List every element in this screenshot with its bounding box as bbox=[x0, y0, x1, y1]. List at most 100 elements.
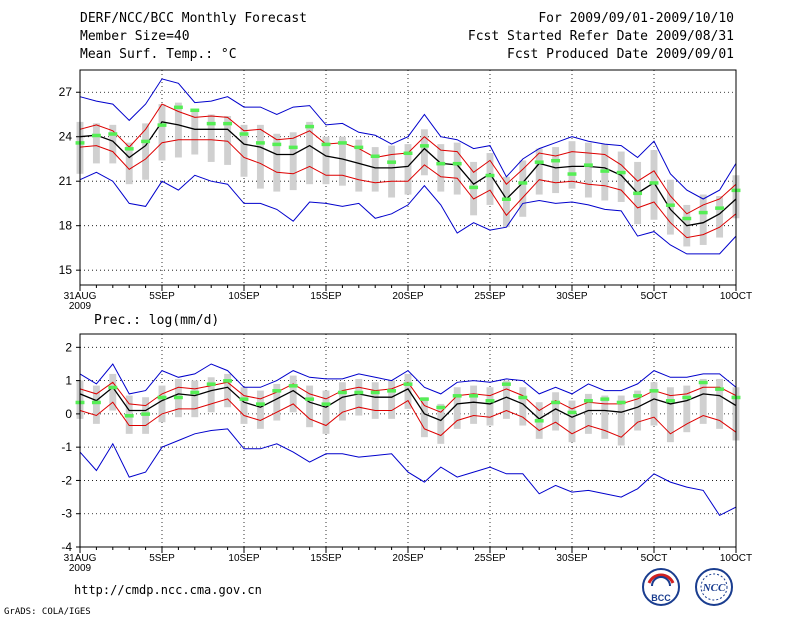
y-tick-label: 0 bbox=[65, 407, 72, 421]
median-mark bbox=[288, 145, 298, 150]
ensemble-box bbox=[109, 124, 117, 164]
ensemble-box bbox=[666, 179, 674, 235]
header-period: For 2009/09/01-2009/10/10 bbox=[538, 11, 734, 26]
median-mark bbox=[452, 161, 462, 166]
spread-lower-line bbox=[79, 398, 737, 438]
median-mark bbox=[551, 158, 561, 163]
x-tick-label: 5OCT bbox=[641, 291, 668, 302]
ensemble-box bbox=[224, 115, 232, 165]
ensemble-box bbox=[289, 132, 297, 191]
footer-url[interactable]: http://cmdp.ncc.cma.gov.cn bbox=[74, 583, 262, 597]
median-mark bbox=[698, 210, 708, 215]
median-mark bbox=[173, 105, 183, 110]
y-tick-label: -2 bbox=[61, 473, 72, 487]
ensemble-box bbox=[338, 382, 346, 421]
ensemble-box bbox=[584, 142, 592, 198]
x-tick-label: 10SEP bbox=[228, 291, 259, 302]
median-mark bbox=[239, 397, 249, 401]
x-tick-label: 30SEP bbox=[556, 291, 587, 302]
ncc-logo-text: NCC bbox=[702, 582, 726, 594]
ensemble-box bbox=[371, 382, 379, 419]
x-tick-label: 20SEP bbox=[392, 291, 423, 302]
y-tick-label: 2 bbox=[65, 340, 72, 354]
y-tick-label: 15 bbox=[59, 263, 73, 277]
median-mark bbox=[665, 203, 675, 207]
ensemble-box bbox=[584, 393, 592, 434]
header-produced: Fcst Produced Date 2009/09/01 bbox=[507, 47, 734, 62]
x-tick-label: 15SEP bbox=[310, 553, 341, 564]
x-tick-label: 10OCT bbox=[720, 553, 752, 564]
ensemble-box bbox=[683, 385, 691, 433]
median-mark bbox=[206, 121, 216, 126]
ensemble-box bbox=[420, 397, 428, 438]
median-mark bbox=[485, 399, 495, 403]
spread-upper-line bbox=[79, 381, 737, 413]
median-mark bbox=[354, 145, 364, 150]
x-tick-label: 30SEP bbox=[556, 553, 587, 564]
x-tick-label: 31AUG bbox=[64, 553, 97, 564]
ensemble-box bbox=[502, 380, 510, 419]
median-mark bbox=[124, 147, 134, 151]
x-tick-label: 5SEP bbox=[149, 553, 175, 564]
ensemble-box bbox=[355, 378, 363, 416]
footer-credit: GrADS: COLA/IGES bbox=[4, 607, 91, 617]
median-mark bbox=[698, 380, 708, 385]
median-mark bbox=[190, 108, 200, 113]
median-mark bbox=[534, 419, 544, 423]
ensemble-box bbox=[92, 385, 100, 424]
median-mark bbox=[501, 197, 511, 201]
median-mark bbox=[715, 206, 725, 210]
ensemble-box bbox=[371, 147, 379, 192]
precipitation-panel: -4 -3 -2 -1 0 1 2 31AUG 5SEP 10SEP 15SEP 20SEP 25SEP… bbox=[61, 313, 752, 574]
x-tick-label: 25SEP bbox=[474, 553, 505, 564]
y-tick-label: 18 bbox=[59, 219, 73, 233]
median-mark bbox=[157, 123, 167, 127]
ncc-logo: NCC bbox=[695, 568, 733, 606]
ensemble-box bbox=[404, 144, 412, 195]
median-mark bbox=[305, 397, 315, 401]
ensemble-box bbox=[125, 142, 133, 185]
ensemble-box bbox=[273, 383, 281, 421]
ensemble-box bbox=[699, 194, 707, 245]
median-mark bbox=[567, 172, 577, 176]
ensemble-box bbox=[437, 403, 445, 444]
median-mark bbox=[436, 405, 446, 410]
ensemble-box bbox=[306, 121, 314, 185]
median-mark bbox=[223, 379, 233, 383]
median-mark bbox=[190, 390, 200, 395]
ensemble-box bbox=[174, 102, 182, 158]
median-mark bbox=[469, 185, 479, 190]
header-title: DERF/NCC/BCC Monthly Forecast bbox=[80, 11, 307, 26]
median-mark bbox=[534, 160, 544, 164]
ensemble-box bbox=[666, 387, 674, 443]
median-mark bbox=[91, 400, 101, 405]
ensemble-box bbox=[158, 104, 166, 161]
median-mark bbox=[682, 395, 692, 400]
median-mark bbox=[649, 181, 659, 185]
median-mark bbox=[665, 399, 675, 403]
ensemble-box bbox=[224, 373, 232, 408]
ensemble-box bbox=[716, 378, 724, 429]
spread-lower-line bbox=[79, 139, 737, 239]
median-mark bbox=[305, 124, 315, 129]
median-mark bbox=[403, 151, 413, 156]
ensemble-box bbox=[486, 387, 494, 426]
median-mark bbox=[157, 395, 167, 400]
median-mark bbox=[255, 141, 265, 145]
bcc-logo-text: BCC bbox=[651, 593, 671, 603]
median-mark bbox=[91, 133, 101, 138]
ensemble-box bbox=[552, 392, 560, 431]
median-mark bbox=[337, 141, 347, 145]
median-mark bbox=[616, 400, 626, 405]
ensemble-box bbox=[568, 400, 576, 443]
y-tick-label: -4 bbox=[61, 540, 72, 554]
median-mark bbox=[337, 390, 347, 395]
x-tick-year: 2009 bbox=[69, 563, 92, 574]
median-mark bbox=[387, 389, 397, 393]
median-mark bbox=[255, 402, 265, 406]
median-mark bbox=[469, 394, 479, 398]
max-line bbox=[79, 363, 737, 395]
median-mark bbox=[321, 402, 331, 406]
y-tick-label: -1 bbox=[61, 440, 72, 454]
